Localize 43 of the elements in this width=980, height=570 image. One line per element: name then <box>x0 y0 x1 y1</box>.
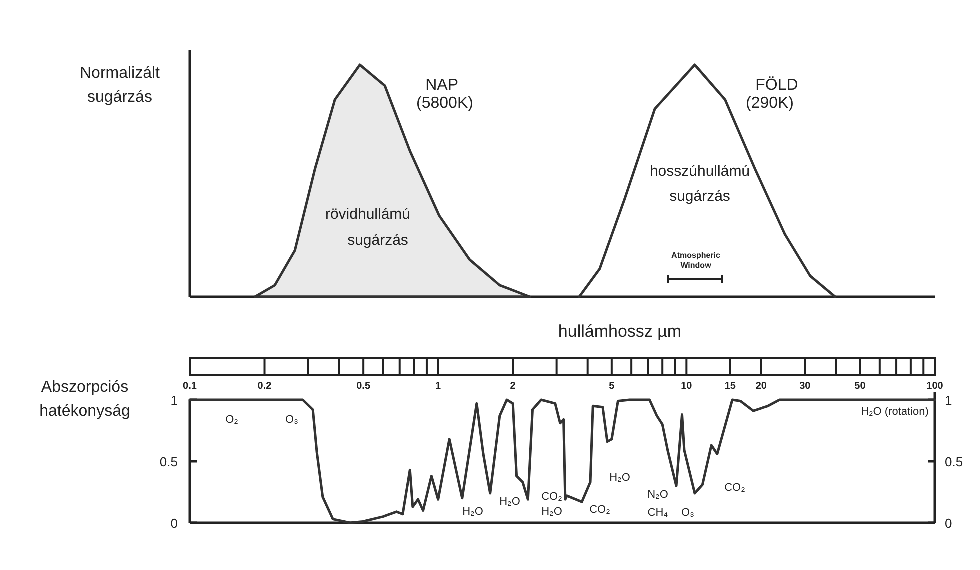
series-label: FÖLD <box>756 76 798 94</box>
annotation: CO₂ <box>724 482 746 494</box>
y2-tick-label: 0.5 <box>945 454 964 470</box>
x-axis-title: hullámhossz µm <box>558 322 682 341</box>
annotation: H₂O <box>462 506 484 518</box>
text: NAP <box>426 77 459 94</box>
x-tick-label: 1 <box>436 381 442 392</box>
annotation: H₂O <box>610 472 631 484</box>
annotation: hosszúhullámú <box>650 162 750 180</box>
x-tick-label: 5 <box>609 381 616 392</box>
annotation: CO₂ <box>590 504 610 516</box>
annotation: (5800K) <box>416 95 474 112</box>
annotation: O₂ <box>226 414 238 426</box>
y-axis-title: Abszorpciós hatékonyság <box>40 379 130 420</box>
x-tick-label: 50 <box>854 381 866 392</box>
y2-tick-label: 0 <box>945 516 952 531</box>
annotation: H₂O <box>500 496 521 508</box>
annotation: CH₄ <box>648 506 669 519</box>
annotation: H₂O <box>542 506 563 518</box>
y-tick-label: 1 <box>170 393 178 408</box>
annotation: rövidhullámú <box>325 206 411 223</box>
annotation: (290K) <box>746 95 794 112</box>
y-tick-label: 0 <box>170 516 178 531</box>
annotation: O₃ <box>681 506 695 519</box>
x-tick-label: 10 <box>681 381 693 392</box>
x-tick-label: 20 <box>756 381 768 392</box>
x-tick-label: 0.2 <box>258 381 272 392</box>
x-tick-label: 15 <box>724 381 736 392</box>
x-tick-label: 0.5 <box>356 381 371 392</box>
x-tick-label: 30 <box>800 381 812 392</box>
y-axis-title: Normalizált sugárzás <box>80 65 161 106</box>
y2-tick-label: 1 <box>945 393 952 408</box>
y-tick-label: 0.5 <box>160 454 178 470</box>
annotation: N₂O <box>648 488 669 501</box>
x-tick-label: 0.1 <box>183 381 198 392</box>
annotation: sugárzás <box>348 232 408 249</box>
annotation: O₃ <box>285 414 299 426</box>
x-tick-label: 100 <box>926 381 944 392</box>
annotation: sugárzás <box>670 188 730 205</box>
annotation: Atmospheric Window <box>672 251 721 270</box>
x-tick-label: 2 <box>510 381 516 392</box>
annotation: H₂O (rotation) <box>861 406 929 418</box>
annotation: CO₂ <box>542 490 562 503</box>
